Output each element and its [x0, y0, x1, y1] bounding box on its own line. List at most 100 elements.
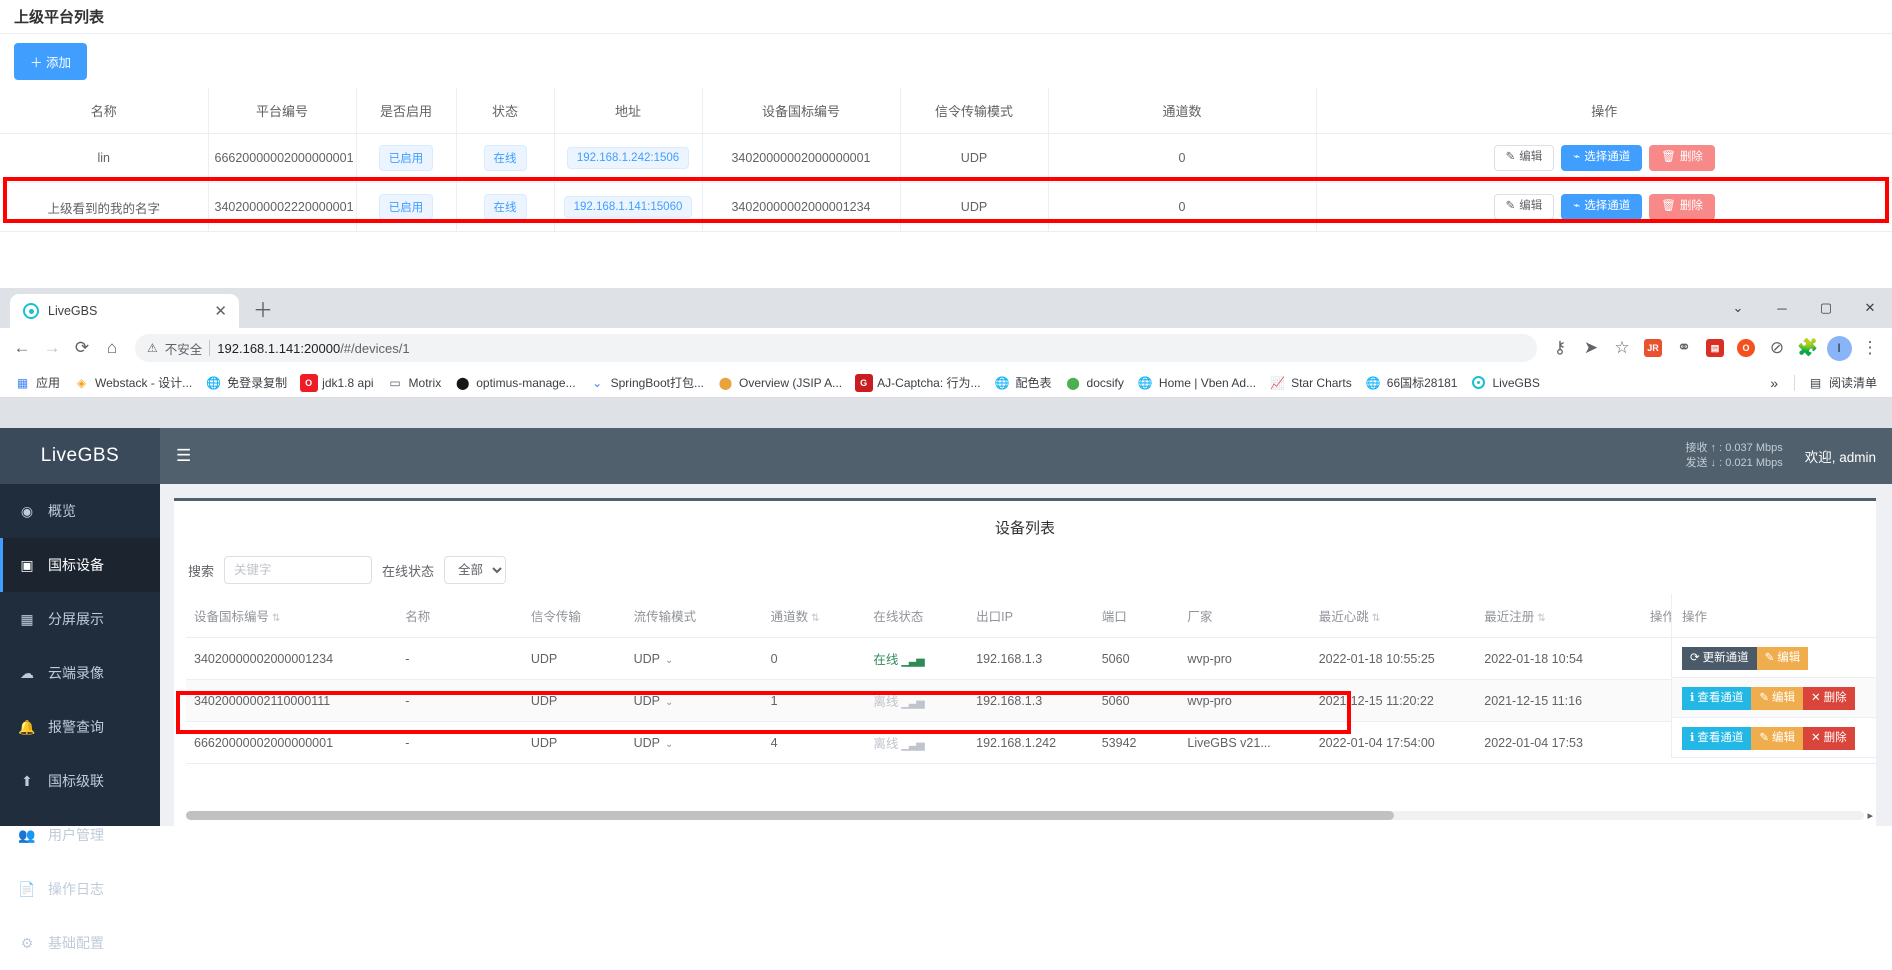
extension-icon-5[interactable]: ⊘: [1769, 338, 1785, 357]
hamburger-menu-icon[interactable]: ☰: [176, 446, 192, 465]
browser-menu-icon[interactable]: ⋮: [1861, 338, 1879, 357]
sidebar-item-cloud-record[interactable]: ☁ 云端录像: [0, 646, 160, 700]
bookmark-label: 免登录复制: [227, 376, 288, 390]
edit-button[interactable]: ✎ 编辑: [1493, 194, 1555, 220]
gitee-icon: G: [854, 373, 873, 392]
extension-icon-2[interactable]: ⚭: [1676, 338, 1692, 357]
extension-icon-3[interactable]: ▤: [1701, 334, 1729, 362]
welcome-user-label[interactable]: 欢迎, admin: [1804, 450, 1876, 465]
view-channels-button[interactable]: ℹ 查看通道: [1682, 727, 1752, 750]
bookmark-item[interactable]: 🌐 免登录复制: [199, 371, 294, 394]
sort-icon[interactable]: ⇅: [1537, 613, 1546, 624]
bookmark-item[interactable]: ⌄ SpringBoot打包...: [583, 371, 711, 394]
col-last-heartbeat[interactable]: 最近心跳 ⇅: [1310, 594, 1477, 638]
sidebar-item-gb-devices[interactable]: ▣ 国标设备: [0, 538, 160, 592]
table-row[interactable]: 66620000002000000001 - UDP UDP ⌄ 4 离线 ▁▃▅ …: [186, 721, 1876, 764]
edit-button[interactable]: ✎ 编辑: [1751, 727, 1804, 750]
bookmarks-overflow-button[interactable]: »: [1770, 374, 1778, 391]
delete-button[interactable]: ✕ 删除: [1803, 687, 1855, 710]
sidebar-item-gb-cascade[interactable]: ⬆ 国标级联: [0, 754, 160, 808]
tab-search-icon[interactable]: ⌄: [1732, 300, 1744, 315]
reload-icon[interactable]: ⟳: [74, 338, 90, 357]
sidebar-item-user-management[interactable]: 👥 用户管理: [0, 808, 160, 862]
share-icon[interactable]: ➤: [1583, 338, 1599, 357]
app-brand[interactable]: LiveGBS: [0, 428, 160, 484]
sort-icon[interactable]: ⇅: [811, 613, 820, 624]
col-channels[interactable]: 通道数 ⇅: [762, 594, 866, 638]
delete-button[interactable]: 🗑 删除: [1649, 145, 1715, 171]
search-input[interactable]: [224, 556, 373, 584]
cell-channels: 0: [762, 637, 866, 680]
sidebar-item-alarm-query[interactable]: 🔔 报警查询: [0, 700, 160, 754]
sort-icon[interactable]: ⇅: [1371, 613, 1381, 624]
maximize-button[interactable]: ▢: [1819, 300, 1833, 315]
back-icon[interactable]: ←: [13, 338, 31, 357]
bookmark-item[interactable]: G AJ-Captcha: 行为...: [849, 371, 987, 394]
reading-list-button[interactable]: ▤ 阅读清单: [1801, 371, 1884, 394]
extension-icon-1[interactable]: JR: [1639, 334, 1667, 362]
select-channel-button[interactable]: ⌁ 选择通道: [1561, 145, 1643, 171]
bookmark-item[interactable]: 🌐 Home | Vben Ad...: [1131, 372, 1263, 393]
sort-icon[interactable]: ⇅: [272, 613, 281, 624]
edit-button[interactable]: ✎ 编辑: [1756, 647, 1809, 670]
table-row[interactable]: 34020000002110000111 - UDP UDP ⌄ 1 离线 ▁▃▅ …: [186, 679, 1876, 722]
apps-grid-icon: ▦: [16, 375, 29, 390]
cell-stream-mode[interactable]: UDP ⌄: [625, 679, 763, 722]
delete-button[interactable]: ✕ 删除: [1803, 727, 1855, 750]
cell-stream-mode[interactable]: UDP ⌄: [625, 721, 763, 764]
app-header: ☰ 接收 ↑ : 0.037 Mbps 发送 ↓ : 0.021 Mbps 欢迎…: [160, 428, 1892, 484]
chevron-down-icon[interactable]: ⌄: [665, 654, 674, 666]
address-bar[interactable]: ⚠ 不安全 192.168.1.141:20000/#/devices/1: [135, 334, 1537, 362]
cell-enabled: 已启用: [356, 133, 457, 183]
table-row[interactable]: 34020000002000001234 - UDP UDP ⌄ 0 在线 ▁▃▅ …: [186, 637, 1876, 680]
sidebar-item-basic-config[interactable]: ⚙ 基础配置: [0, 916, 160, 970]
new-tab-button[interactable]: ＋: [253, 300, 273, 322]
bookmark-item[interactable]: 🌐 配色表: [988, 371, 1059, 394]
bookmark-item[interactable]: ⬤ optimus-manage...: [448, 372, 582, 393]
chevron-down-icon[interactable]: ⌄: [665, 738, 674, 750]
close-icon[interactable]: ✕: [214, 303, 227, 320]
bookmark-item[interactable]: LiveGBS: [1464, 372, 1546, 393]
delete-button[interactable]: 🗑 删除: [1649, 194, 1715, 220]
chevron-down-icon[interactable]: ⌄: [665, 696, 674, 708]
bookmark-item[interactable]: 📈 Star Charts: [1263, 372, 1359, 393]
bookmark-item[interactable]: ◈ Webstack - 设计...: [67, 371, 199, 394]
edit-button[interactable]: ✎ 编辑: [1751, 687, 1804, 710]
scrollbar-thumb[interactable]: [186, 811, 1395, 820]
select-channel-button[interactable]: ⌁ 选择通道: [1561, 194, 1643, 220]
add-platform-button[interactable]: ＋ 添加: [14, 42, 87, 80]
table-row[interactable]: 上级看到的我的名字 34020000002220000001 已启用 在线 19…: [0, 182, 1892, 232]
online-status-select[interactable]: 全部 在线 离线: [444, 556, 507, 584]
bookmark-item[interactable]: ⬤ docsify: [1059, 372, 1131, 393]
motrix-icon: ▭: [389, 375, 401, 390]
table-row[interactable]: lin 66620000002000000001 已启用 在线 192.168.…: [0, 133, 1892, 183]
extensions-puzzle-icon[interactable]: 🧩: [1797, 338, 1819, 357]
horizontal-scrollbar[interactable]: [186, 811, 1864, 820]
bookmark-item[interactable]: ⬤ Overview (JSIP A...: [711, 372, 849, 393]
extension-icon-4[interactable]: O: [1732, 334, 1760, 362]
scroll-right-arrow-icon[interactable]: ▸: [1867, 810, 1873, 822]
minimize-button[interactable]: －: [1775, 301, 1789, 317]
bookmark-item[interactable]: ▭ Motrix: [381, 372, 449, 393]
col-device-gb-id[interactable]: 设备国标编号 ⇅: [186, 594, 398, 638]
star-bookmark-icon[interactable]: ☆: [1614, 338, 1630, 357]
view-channels-button[interactable]: ℹ 查看通道: [1682, 687, 1752, 710]
sidebar-item-operation-log[interactable]: 📄 操作日志: [0, 862, 160, 916]
home-icon[interactable]: ⌂: [106, 338, 118, 357]
bookmark-apps[interactable]: ▦ 应用: [8, 371, 67, 394]
sidebar-item-split-screen[interactable]: ▦ 分屏展示: [0, 592, 160, 646]
sidebar-item-overview[interactable]: ◉ 概览: [0, 484, 160, 538]
online-status-label: 在线状态: [382, 563, 435, 579]
avatar[interactable]: I: [1825, 334, 1853, 362]
close-window-button[interactable]: ✕: [1864, 300, 1876, 315]
edit-button[interactable]: ✎ 编辑: [1493, 145, 1555, 171]
cell-stream-mode[interactable]: UDP ⌄: [625, 637, 763, 680]
key-icon[interactable]: ⚷: [1553, 338, 1567, 357]
page-title: 上级平台列表: [14, 9, 105, 26]
refresh-channels-button[interactable]: ⟳ 更新通道: [1682, 647, 1757, 670]
forward-icon[interactable]: →: [43, 338, 61, 357]
browser-tab-livegbs[interactable]: LiveGBS ✕: [10, 294, 239, 328]
col-last-register[interactable]: 最近注册 ⇅: [1476, 594, 1642, 638]
bookmark-item[interactable]: 🌐 66国标28181: [1359, 371, 1465, 394]
